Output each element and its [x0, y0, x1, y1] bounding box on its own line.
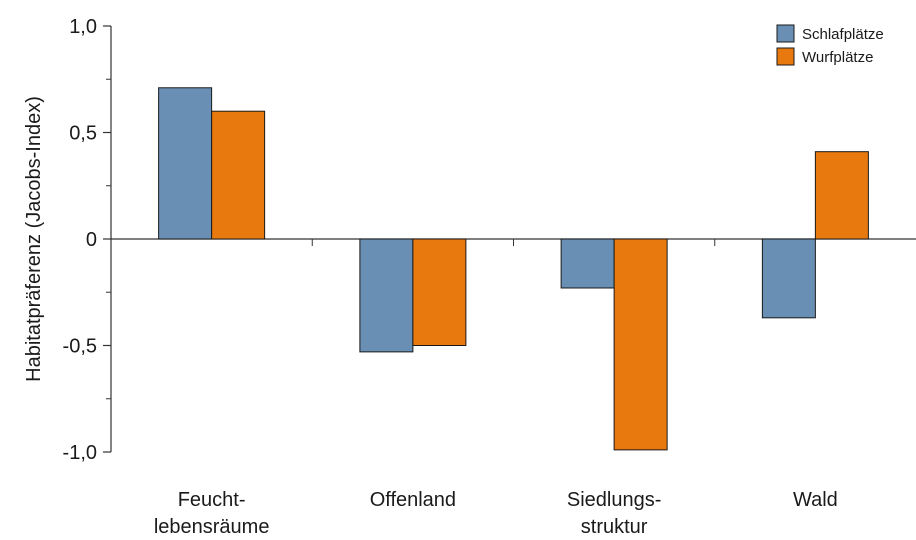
bar-schlafplaetze — [359, 238, 414, 353]
y-tick-label: -1,0 — [63, 442, 97, 464]
legend-label: Wurfplätze — [802, 49, 873, 66]
category-label: struktur — [581, 516, 648, 535]
y-tick-label: 0 — [86, 229, 97, 251]
bar-schlafplaetze — [560, 238, 615, 289]
y-tick-label: 1,0 — [69, 16, 97, 38]
y-tick-label: -0,5 — [63, 336, 97, 358]
legend-swatch — [776, 24, 795, 43]
bar-schlafplaetze — [158, 87, 213, 240]
legend-swatch — [776, 47, 795, 66]
category-label: lebensräume — [154, 516, 270, 535]
y-tick-label: 0,5 — [69, 123, 97, 145]
bar-wurfplaetze — [412, 238, 467, 346]
category-label: Siedlungs- — [567, 489, 662, 511]
legend-label: Schlafplätze — [802, 26, 884, 43]
legend: Schlafplätze Wurfplätze — [776, 24, 884, 66]
category-label: Feucht- — [178, 489, 246, 511]
labels: 1,0 0,5 0 -0,5 -1,0 Feucht-lebensräume Offenla… — [23, 16, 838, 538]
bar-wurfplaetze — [613, 238, 668, 451]
bar-schlafplaetze — [761, 238, 816, 319]
bars — [158, 87, 869, 451]
bar-wurfplaetze — [211, 110, 266, 240]
bar-wurfplaetze — [814, 151, 869, 240]
category-label: Wald — [793, 489, 838, 511]
y-axis-title: Habitatpräferenz (Jacobs-Index) — [23, 96, 45, 382]
category-label: Offenland — [370, 489, 456, 511]
